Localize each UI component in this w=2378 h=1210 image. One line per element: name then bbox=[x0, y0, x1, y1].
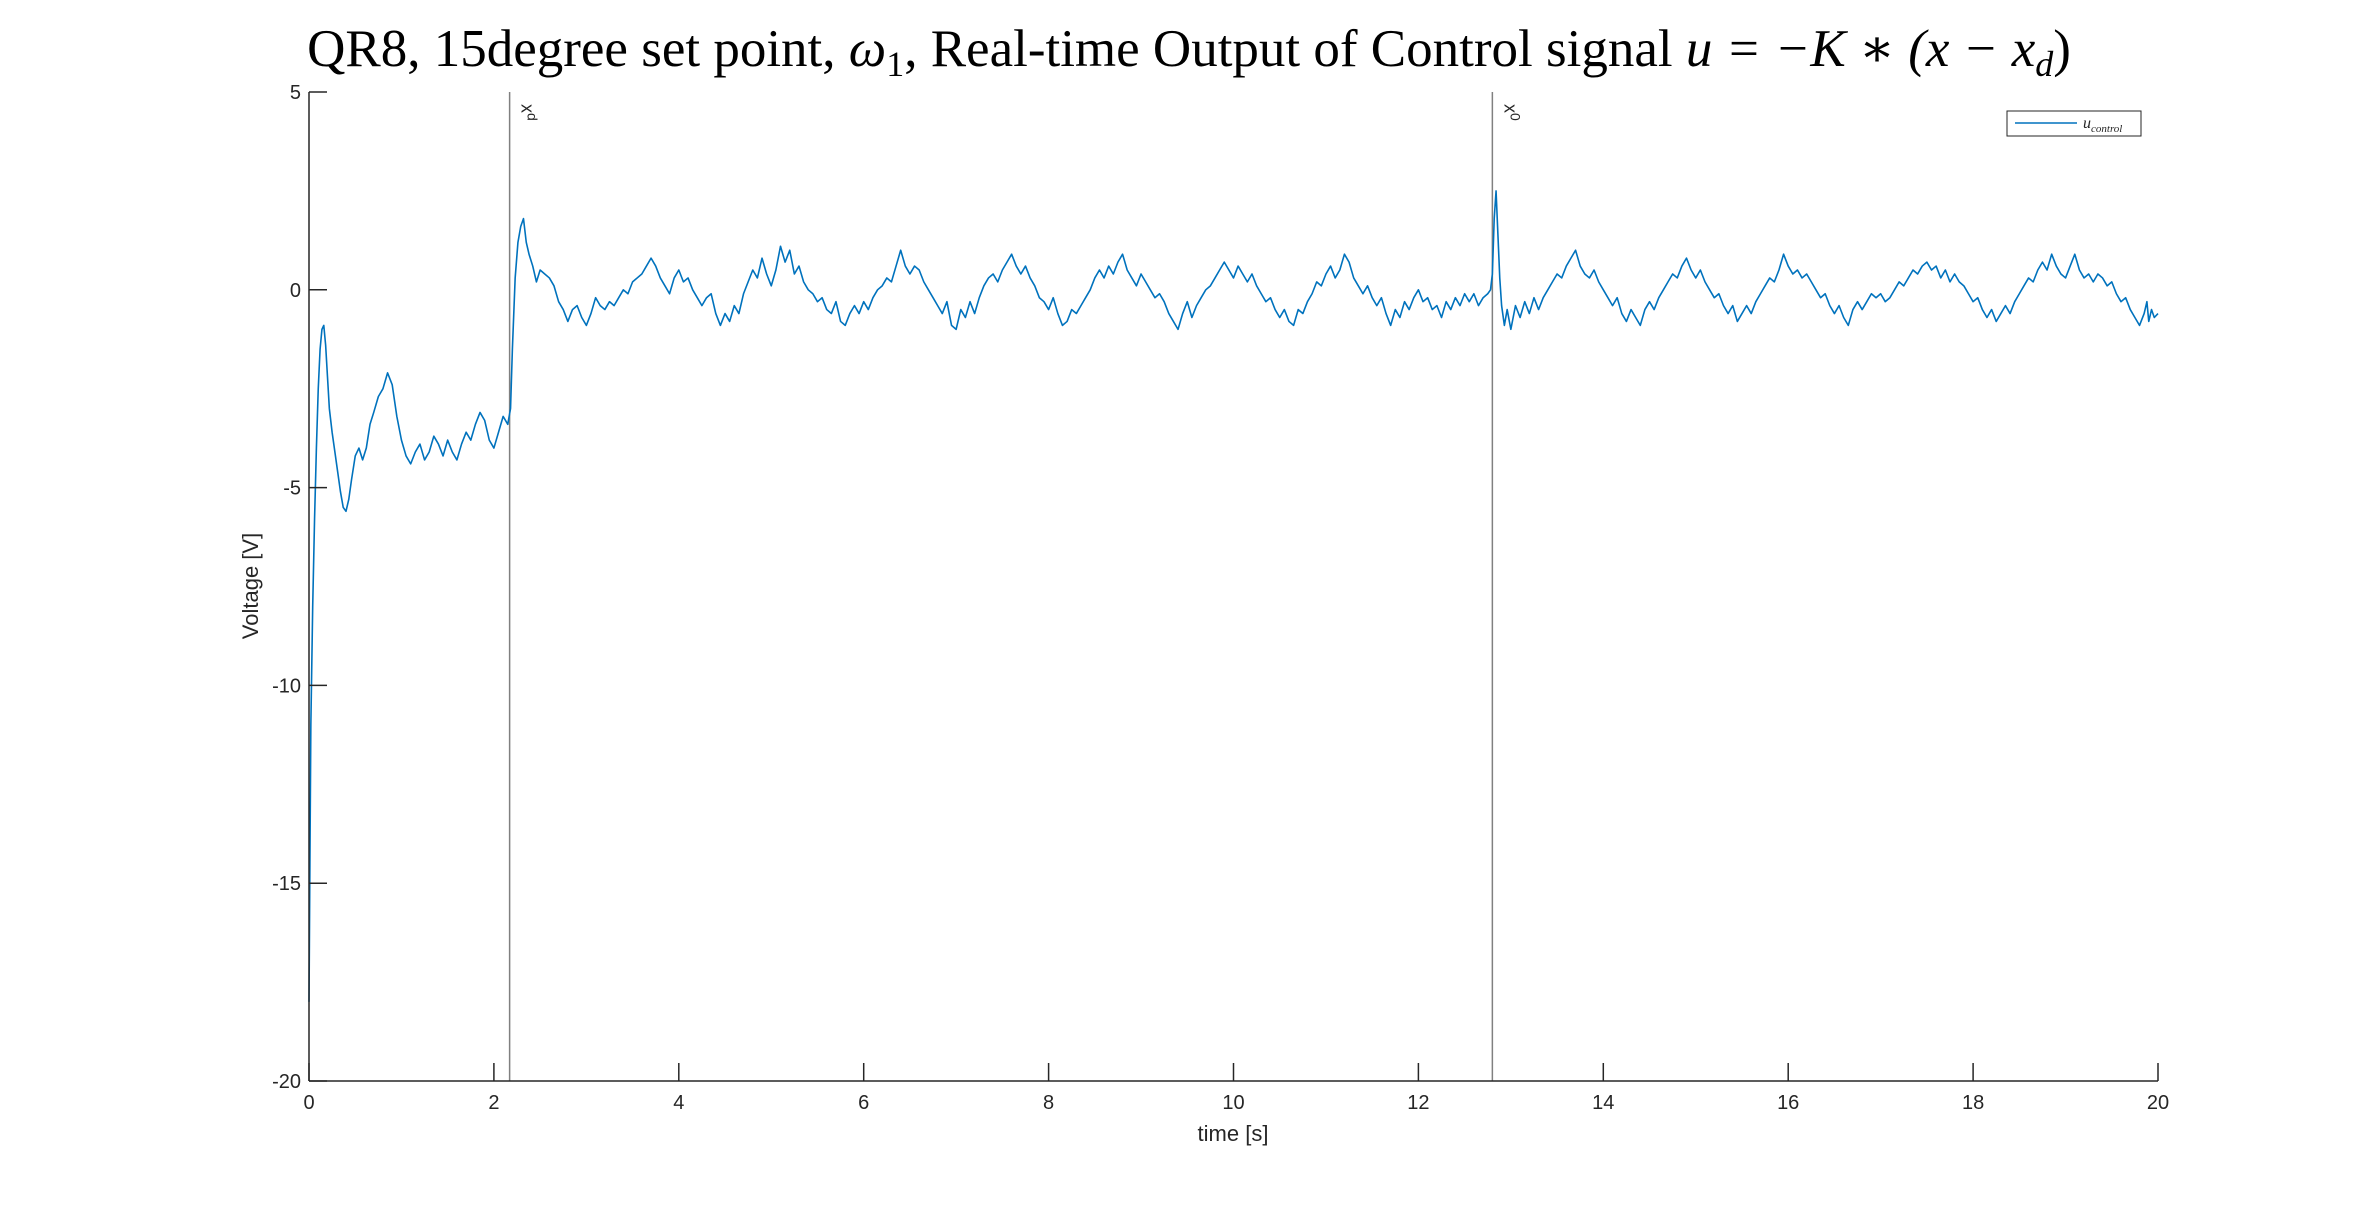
x-tick-label: 2 bbox=[488, 1092, 499, 1114]
plot-area bbox=[309, 92, 2158, 1081]
x-tick-label: 0 bbox=[303, 1092, 314, 1114]
x-tick-label: 4 bbox=[673, 1092, 684, 1114]
x-tick-label: 14 bbox=[1592, 1092, 1614, 1114]
x-tick-label: 20 bbox=[2147, 1092, 2169, 1114]
y-tick-label: -5 bbox=[283, 478, 301, 500]
x-axis-label: time [s] bbox=[1198, 1121, 1269, 1146]
legend: ucontrol bbox=[2006, 110, 2142, 137]
y-tick-label: -20 bbox=[272, 1071, 301, 1093]
x-tick-label: 10 bbox=[1222, 1092, 1244, 1114]
x-ticks: 0 2 4 6 8 10 12 14 16 18 20 bbox=[303, 1063, 2169, 1114]
x-tick-label: 8 bbox=[1043, 1092, 1054, 1114]
x-tick-label: 16 bbox=[1777, 1092, 1799, 1114]
y-tick-label: 5 bbox=[290, 82, 301, 104]
y-tick-label: 0 bbox=[290, 280, 301, 302]
series-layer bbox=[308, 190, 2159, 1002]
y-tick-label: -10 bbox=[272, 675, 301, 697]
y-axis-label: Voltage [V] bbox=[238, 533, 263, 639]
x-tick-label: 6 bbox=[858, 1092, 869, 1114]
y-tick-label: -15 bbox=[272, 873, 301, 895]
legend-entry: ucontrol bbox=[2083, 115, 2122, 135]
y-ticks: -20 -15 -10 -5 0 5 bbox=[272, 82, 327, 1093]
chart-title: QR8, 15degree set point, ω1, Real-time O… bbox=[307, 20, 2071, 84]
series-line-u-control bbox=[308, 190, 2159, 1002]
x-tick-label: 12 bbox=[1407, 1092, 1429, 1114]
x-tick-label: 18 bbox=[1962, 1092, 1984, 1114]
vertical-marker-label: xd bbox=[518, 104, 541, 121]
vertical-marker-label: x0 bbox=[1500, 104, 1523, 121]
